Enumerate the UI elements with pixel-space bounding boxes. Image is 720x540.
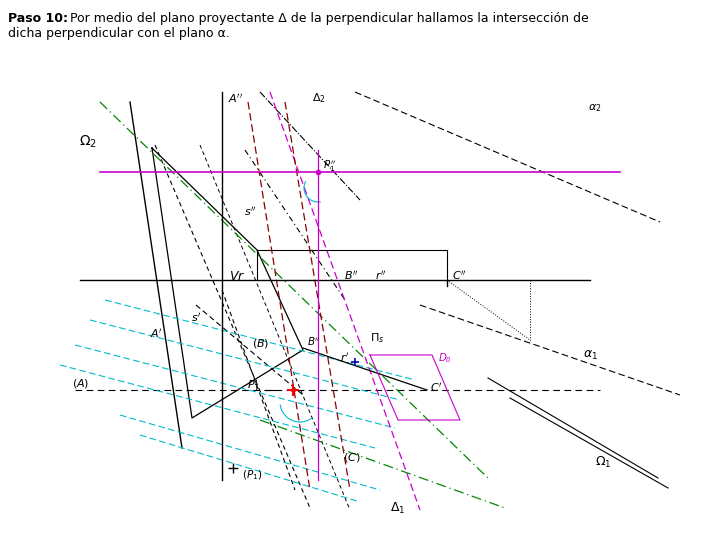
Text: $\alpha_2$: $\alpha_2$ xyxy=(588,102,602,114)
Text: $r''$: $r''$ xyxy=(375,268,387,281)
Text: $s''$: $s''$ xyxy=(244,206,256,219)
Text: $C'$: $C'$ xyxy=(430,381,443,395)
Text: $A''$: $A''$ xyxy=(228,92,243,105)
Text: $(C)$: $(C)$ xyxy=(343,451,361,464)
Text: Por medio del plano proyectante Δ de la perpendicular hallamos la intersección d: Por medio del plano proyectante Δ de la … xyxy=(62,12,589,25)
Text: $\alpha_1$: $\alpha_1$ xyxy=(582,348,598,362)
Text: $\Delta_1$: $\Delta_1$ xyxy=(390,501,405,516)
Text: $(B)$: $(B)$ xyxy=(252,338,269,350)
Text: $s'$: $s'$ xyxy=(191,312,201,325)
Text: $\Omega_1$: $\Omega_1$ xyxy=(595,455,611,470)
Text: $B''$: $B''$ xyxy=(344,268,359,281)
Text: $(A)$: $(A)$ xyxy=(72,376,89,389)
Text: $(P_1)$: $(P_1)$ xyxy=(242,468,262,482)
Text: $Vr$: $Vr$ xyxy=(229,271,245,284)
Text: $P_1'$: $P_1'$ xyxy=(247,378,260,394)
Text: $\Delta_2$: $\Delta_2$ xyxy=(312,91,326,105)
Text: $A'$: $A'$ xyxy=(150,327,163,340)
Text: dicha perpendicular con el plano α.: dicha perpendicular con el plano α. xyxy=(8,27,230,40)
Text: $D_{\delta}$: $D_{\delta}$ xyxy=(438,351,452,365)
Text: $\Omega_2$: $\Omega_2$ xyxy=(79,134,97,150)
Text: $C''$: $C''$ xyxy=(452,268,467,281)
Text: Paso 10:: Paso 10: xyxy=(8,12,68,25)
Text: $P_1''$: $P_1''$ xyxy=(323,158,336,174)
Text: $r'$: $r'$ xyxy=(340,350,349,363)
Text: $B''$: $B''$ xyxy=(307,336,321,348)
Text: $\Pi_s$: $\Pi_s$ xyxy=(370,331,384,345)
